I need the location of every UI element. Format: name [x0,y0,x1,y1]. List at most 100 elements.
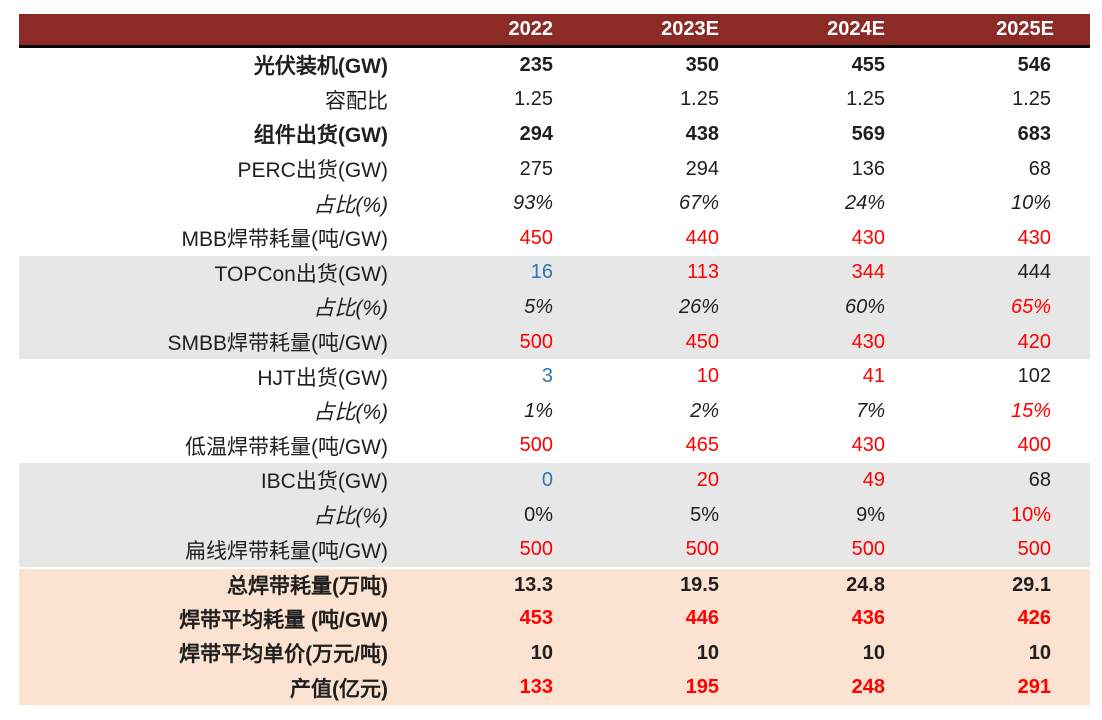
value-cell: 500 [851,538,885,561]
value-cell: 438 [685,122,719,145]
value-cell: 10% [1010,192,1051,215]
value-cell: 65% [1010,295,1051,318]
value-cell: 24% [844,192,885,215]
table-row: 容配比 1.25 1.25 1.25 1.25 [19,82,1090,118]
value-cell: 465 [685,434,719,457]
value-cell: 500 [519,538,553,561]
value-cell: 569 [851,122,885,145]
value-cell: 350 [685,53,719,76]
row-label: 占比(%) [313,505,388,529]
year-header-2025e: 2025E [996,18,1054,40]
value-cell: 29.1 [1012,573,1051,596]
value-cell: 41 [862,365,885,388]
row-label: SMBB焊带耗量(吨/GW) [167,332,389,356]
value-cell: 5% [524,295,553,318]
table-row: 焊带平均单价(万元/吨) 10 10 10 10 [19,636,1090,671]
year-header-2022: 2022 [508,18,554,40]
table-row: SMBB焊带耗量(吨/GW) 500 450 430 420 [19,324,1090,360]
row-label: 焊带平均单价(万元/吨) [179,643,388,667]
table-row: 光伏装机(GW) 235 350 455 546 [19,48,1090,83]
value-cell: 294 [685,157,719,180]
row-label: 低温焊带耗量(吨/GW) [185,435,388,459]
row-label: IBC出货(GW) [260,470,388,494]
row-label: 扁线焊带耗量(吨/GW) [185,539,388,563]
row-label: 占比(%) [313,297,388,321]
value-cell: 235 [519,53,553,76]
year-header-2023e: 2023E [661,18,719,40]
value-cell: 67% [678,192,719,215]
value-cell: 20 [696,468,719,491]
value-cell: 15% [1010,399,1051,422]
row-label: 占比(%) [313,401,388,425]
value-cell: 10 [696,641,719,664]
table-row: 低温焊带耗量(吨/GW) 500 465 430 400 [19,428,1090,464]
value-cell: 136 [851,157,885,180]
value-cell: 453 [519,607,553,630]
value-cell: 133 [519,676,553,699]
row-label: 组件出货(GW) [253,124,388,148]
value-cell: 13.3 [514,573,553,596]
value-cell: 450 [519,226,553,249]
row-label: 总焊带耗量(万吨) [227,575,388,599]
value-cell: 291 [1017,676,1051,699]
value-cell: 426 [1017,607,1051,630]
table-row: 占比(%) 0% 5% 9% 10% [19,497,1090,533]
row-label: MBB焊带耗量(吨/GW) [181,228,388,252]
value-cell: 0 [541,468,553,491]
value-cell: 102 [1017,365,1051,388]
value-cell: 430 [851,330,885,353]
value-cell: 26% [678,295,719,318]
value-cell: 294 [519,122,553,145]
value-cell: 5% [690,503,719,526]
table-row: IBC出货(GW) 0 20 49 68 [19,463,1090,498]
value-cell: 10 [696,365,719,388]
value-cell: 19.5 [680,573,719,596]
table-row: 占比(%) 93% 67% 24% 10% [19,186,1090,221]
value-cell: 0% [524,503,553,526]
value-cell: 10 [862,641,885,664]
row-label: 容配比 [325,89,388,113]
table-row: 焊带平均耗量 (吨/GW) 453 446 436 426 [19,601,1090,637]
table-header: 2022 2023E 2024E 2025E [19,14,1090,48]
value-cell: 10 [1028,641,1051,664]
value-cell: 1.25 [846,88,885,111]
value-cell: 430 [851,226,885,249]
value-cell: 450 [685,330,719,353]
value-cell: 436 [851,607,885,630]
results-table: 2022 2023E 2024E 2025E 光伏装机(GW) 235 350 455… [19,14,1090,706]
value-cell: 10% [1010,503,1051,526]
value-cell: 275 [519,157,553,180]
table-row: 产值(亿元) 133 195 248 291 [19,670,1090,706]
value-cell: 9% [856,503,885,526]
value-cell: 420 [1017,330,1051,353]
table-body: 光伏装机(GW) 235 350 455 546 容配比 1.25 1.25 1.25 1.25 组… [19,48,1090,706]
value-cell: 430 [851,434,885,457]
value-cell: 60% [844,295,885,318]
value-cell: 446 [685,607,719,630]
value-cell: 500 [1017,538,1051,561]
value-cell: 440 [685,226,719,249]
row-label: TOPCon出货(GW) [214,262,388,286]
value-cell: 500 [519,434,553,457]
value-cell: 500 [685,538,719,561]
value-cell: 444 [1017,261,1051,284]
value-cell: 500 [519,330,553,353]
value-cell: 113 [687,261,719,284]
value-cell: 400 [1017,434,1051,457]
value-cell: 7% [856,399,885,422]
value-cell: 1.25 [514,88,553,111]
table-row: 扁线焊带耗量(吨/GW) 500 500 500 500 [19,532,1090,567]
value-cell: 546 [1017,53,1051,76]
year-header-2024e: 2024E [827,18,885,40]
value-cell: 49 [862,468,885,491]
value-cell: 683 [1017,122,1051,145]
table-row: MBB焊带耗量(吨/GW) 450 440 430 430 [19,220,1090,256]
value-cell: 10 [530,641,553,664]
table-row: 占比(%) 5% 26% 60% 65% [19,290,1090,325]
value-cell: 1% [524,399,553,422]
value-cell: 344 [851,261,885,284]
row-label: 焊带平均耗量 (吨/GW) [179,608,388,632]
value-cell: 248 [851,676,885,699]
value-cell: 455 [851,53,885,76]
value-cell: 3 [541,365,553,388]
